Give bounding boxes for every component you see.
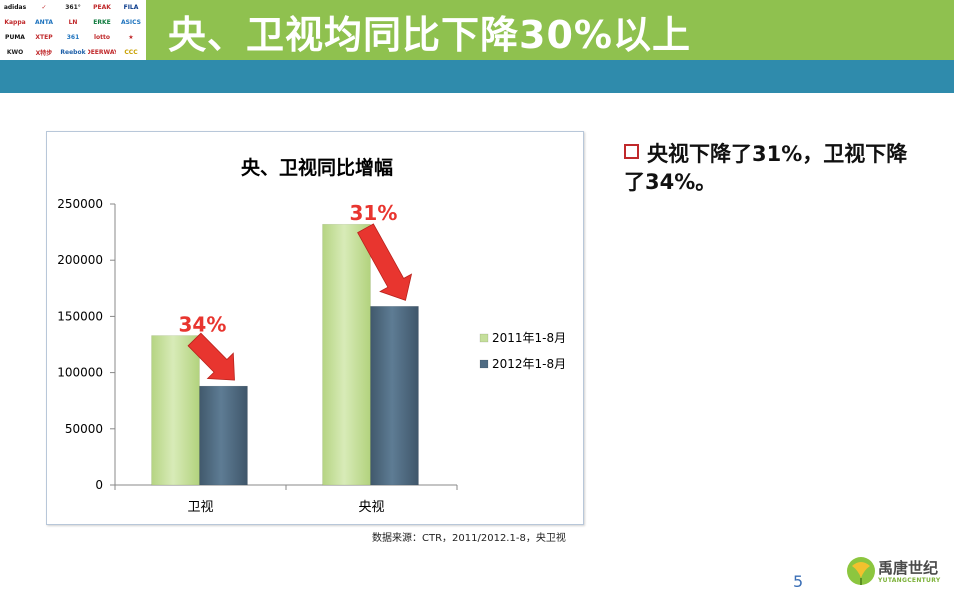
decline-arrow-icon	[187, 332, 235, 381]
page-number: 5	[793, 572, 804, 591]
brand-name-cn: 禹唐世纪	[878, 559, 939, 577]
bullet-text: 央视下降了31%，卫视下降了34%。	[624, 142, 908, 194]
chart-title: 央、卫视同比增幅	[241, 156, 393, 179]
logo-converse: ★	[128, 33, 134, 41]
x-tick-label: 央视	[358, 500, 384, 515]
bar-2011-1	[322, 223, 371, 486]
bullet-point: 央视下降了31%，卫视下降了34%。	[624, 140, 924, 196]
brand-name-en: YUTANGCENTURY	[878, 577, 941, 584]
logo-reebok: Reebok	[60, 48, 86, 56]
logo-xtep2: X特步	[35, 49, 53, 57]
logo-nike: ✓	[41, 4, 47, 12]
logo-asics: ASICS	[120, 19, 142, 27]
chart-frame: 央、卫视同比增幅 0 50000 100000 150000 200000 250000 卫视…	[46, 131, 584, 525]
logo-peak: PEAK	[93, 4, 111, 12]
brand-logo-grid: adidas ✓ 361° PEAK FILA Kappa ANTA LN ERKE ASICS P…	[0, 0, 146, 60]
y-tick-label: 200000	[57, 253, 103, 267]
logo-kwo: KWO	[6, 48, 24, 56]
y-tick-label: 50000	[65, 422, 103, 436]
bar-2012-1	[370, 306, 419, 486]
logo-xtep: XTEP	[35, 33, 53, 41]
decline-annotation: 34%	[179, 313, 227, 337]
logo-kappa: Kappa	[4, 19, 26, 27]
globe-logo-icon	[847, 557, 875, 585]
logo-canterbury: CCC	[124, 48, 138, 56]
header-accent-bar	[0, 60, 954, 93]
legend-label-1: 2012年1-8月	[492, 357, 566, 371]
bar-2011-0	[151, 335, 200, 486]
brand-logo: 禹唐世纪 YUTANGCENTURY	[846, 552, 946, 592]
logo-deerway: DEERWAY	[88, 48, 116, 56]
y-tick-label: 150000	[57, 309, 103, 323]
y-tick-label: 0	[95, 478, 103, 492]
page-title: 央、卫视均同比下降30%以上	[168, 13, 691, 57]
logo-erke: ERKE	[93, 19, 111, 27]
logo-361b: 361	[66, 33, 80, 41]
logo-anta: ANTA	[35, 19, 53, 27]
logo-puma: PUMA	[5, 33, 25, 41]
legend-swatch-1	[479, 359, 489, 369]
logo-lining: LN	[68, 19, 78, 27]
data-source-note: 数据来源：CTR，2011/2012.1-8，央卫视	[372, 533, 566, 544]
logo-lotto: lotto	[93, 33, 111, 41]
bar-chart: 央、卫视同比增幅 0 50000 100000 150000 200000 250000 卫视…	[57, 156, 566, 515]
header-bar: adidas ✓ 361° PEAK FILA Kappa ANTA LN ERKE ASICS P…	[0, 0, 954, 60]
decline-annotation: 31%	[350, 201, 398, 225]
legend-swatch-0	[479, 333, 489, 343]
logo-361: 361°	[65, 4, 81, 12]
y-tick-label: 100000	[57, 366, 103, 380]
legend-label-0: 2011年1-8月	[492, 331, 566, 345]
logo-fila: FILA	[123, 4, 139, 12]
square-bullet-icon	[624, 144, 639, 159]
logo-adidas: adidas	[3, 4, 27, 12]
decline-arrow-icon	[357, 223, 413, 301]
x-tick-label: 卫视	[187, 500, 213, 515]
y-tick-label: 250000	[57, 197, 103, 211]
bar-2012-0	[199, 385, 248, 486]
